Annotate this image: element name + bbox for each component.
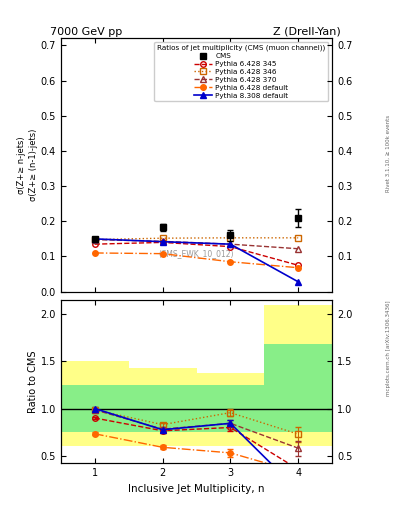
Y-axis label: σ(Z+≥ n-jets)
σ(Z+≥ (n-1)-jets): σ(Z+≥ n-jets) σ(Z+≥ (n-1)-jets) — [17, 129, 38, 201]
Text: Rivet 3.1.10, ≥ 100k events: Rivet 3.1.10, ≥ 100k events — [386, 115, 391, 192]
X-axis label: Inclusive Jet Multiplicity, n: Inclusive Jet Multiplicity, n — [128, 484, 265, 494]
Text: mcplots.cern.ch [arXiv:1306.3436]: mcplots.cern.ch [arXiv:1306.3436] — [386, 301, 391, 396]
Text: Z (Drell-Yan): Z (Drell-Yan) — [273, 27, 340, 37]
Legend: CMS, Pythia 6.428 345, Pythia 6.428 346, Pythia 6.428 370, Pythia 6.428 default,: CMS, Pythia 6.428 345, Pythia 6.428 346,… — [154, 42, 329, 101]
Text: 7000 GeV pp: 7000 GeV pp — [50, 27, 123, 37]
Text: (CMS_EWK_10_012): (CMS_EWK_10_012) — [159, 249, 234, 258]
Y-axis label: Ratio to CMS: Ratio to CMS — [28, 350, 38, 413]
